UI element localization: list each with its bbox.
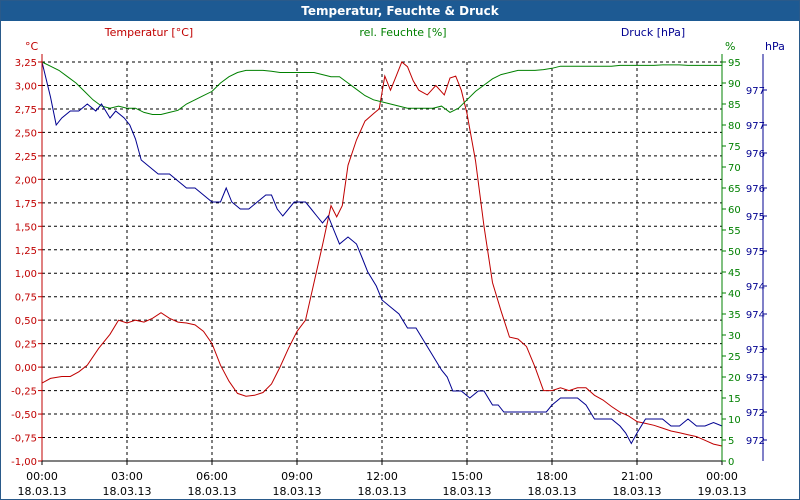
temperature-tick-label: 0,25: [15, 340, 37, 351]
temperature-tick-label: -0,25: [11, 387, 37, 398]
humidity-tick-label: 25: [728, 352, 741, 363]
temperature-axis-label: Temperatur [°C]: [104, 26, 193, 39]
humidity-tick-label: 10: [728, 415, 741, 426]
humidity-tick-label: 75: [728, 142, 741, 153]
humidity-tick-label: 5: [728, 436, 734, 447]
temperature-tick-label: 2,75: [15, 105, 37, 116]
humidity-tick-label: 90: [728, 79, 741, 90]
humidity-tick-label: 85: [728, 100, 741, 111]
temperature-tick-label: 0,75: [15, 293, 37, 304]
x-tick-date-label: 19.03.13: [698, 485, 747, 498]
temperature-tick-label: 1,25: [15, 246, 37, 257]
x-tick-date-label: 18.03.13: [188, 485, 237, 498]
humidity-tick-label: 30: [728, 331, 741, 342]
temperature-tick-label: 2,50: [15, 128, 37, 139]
humidity-tick-label: 95: [728, 58, 741, 69]
humidity-tick-label: 40: [728, 289, 741, 300]
temperature-tick-label: 0,50: [15, 316, 37, 327]
pressure-tick-label: 975: [746, 212, 765, 223]
temperature-tick-label: 3,25: [15, 58, 37, 69]
pressure-tick-label: 977: [746, 121, 765, 132]
temperature-tick-label: 2,00: [15, 175, 37, 186]
temperature-tick-label: 1,75: [15, 199, 37, 210]
humidity-tick-label: 15: [728, 394, 741, 405]
humidity-tick-label: 55: [728, 226, 741, 237]
pressure-series-line: [41, 61, 723, 445]
pressure-tick-label: 976: [746, 184, 765, 195]
humidity-tick-label: 0: [728, 457, 734, 468]
humidity-tick-label: 70: [728, 163, 741, 174]
humidity-tick-label: 80: [728, 121, 741, 132]
x-tick-time-label: 00:00: [706, 470, 738, 483]
humidity-tick-label: 60: [728, 205, 741, 216]
temperature-axis-unit: °C: [25, 40, 39, 53]
temperature-tick-label: 3,00: [15, 81, 37, 92]
window-title: Temperatur, Feuchte & Druck: [1, 1, 799, 21]
humidity-tick-label: 35: [728, 310, 741, 321]
x-tick-date-label: 18.03.13: [443, 485, 492, 498]
humidity-series-line: [41, 61, 722, 115]
temperature-tick-label: 1,00: [15, 269, 37, 280]
pressure-tick-label: 974: [746, 310, 765, 321]
temperature-tick-label: 1,50: [15, 222, 37, 233]
x-tick-time-label: 12:00: [366, 470, 398, 483]
x-tick-time-label: 06:00: [196, 470, 228, 483]
x-tick-time-label: 09:00: [281, 470, 313, 483]
pressure-tick-label: 974: [746, 282, 765, 293]
x-tick-time-label: 03:00: [111, 470, 143, 483]
x-tick-date-label: 18.03.13: [103, 485, 152, 498]
temperature-tick-label: -0,75: [11, 434, 37, 445]
x-tick-time-label: 18:00: [536, 470, 568, 483]
humidity-tick-label: 65: [728, 184, 741, 195]
temperature-tick-label: -0,50: [11, 410, 37, 421]
pressure-tick-label: 973: [746, 345, 765, 356]
grid: [41, 61, 723, 462]
chart-area: °C Temperatur [°C] rel. Feuchte [%] Druc…: [11, 26, 785, 498]
x-tick-date-label: 18.03.13: [613, 485, 662, 498]
x-tick-time-label: 00:00: [26, 470, 58, 483]
humidity-tick-label: 50: [728, 247, 741, 258]
temperature-series-line: [41, 61, 723, 447]
temperature-tick-label: 2,25: [15, 152, 37, 163]
pressure-tick-label: 973: [746, 373, 765, 384]
humidity-tick-label: 45: [728, 268, 741, 279]
pressure-tick-label: 975: [746, 247, 765, 258]
series-lines: [41, 61, 723, 447]
x-tick-date-label: 18.03.13: [358, 485, 407, 498]
humidity-tick-label: 20: [728, 373, 741, 384]
pressure-tick-label: 972: [746, 436, 765, 447]
temperature-tick-label: 0,00: [15, 363, 37, 374]
pressure-tick-label: 976: [746, 149, 765, 160]
x-tick-time-label: 21:00: [621, 470, 653, 483]
pressure-axis-label: Druck [hPa]: [621, 26, 685, 39]
x-tick-date-label: 18.03.13: [18, 485, 67, 498]
x-tick-date-label: 18.03.13: [273, 485, 322, 498]
humidity-axis-unit: %: [725, 40, 735, 53]
temperature-tick-label: -1,00: [11, 457, 37, 468]
pressure-tick-label: 972: [746, 408, 765, 419]
pressure-tick-label: 977: [746, 86, 765, 97]
pressure-axis-unit: hPa: [765, 40, 785, 53]
humidity-axis-label: rel. Feuchte [%]: [359, 26, 446, 39]
x-tick-time-label: 15:00: [451, 470, 483, 483]
x-tick-date-label: 18.03.13: [528, 485, 577, 498]
axes: -1,00 -0,75 -0,50 -0,25 0,00 0,25 0,50 0,75 1,00…: [11, 54, 767, 498]
